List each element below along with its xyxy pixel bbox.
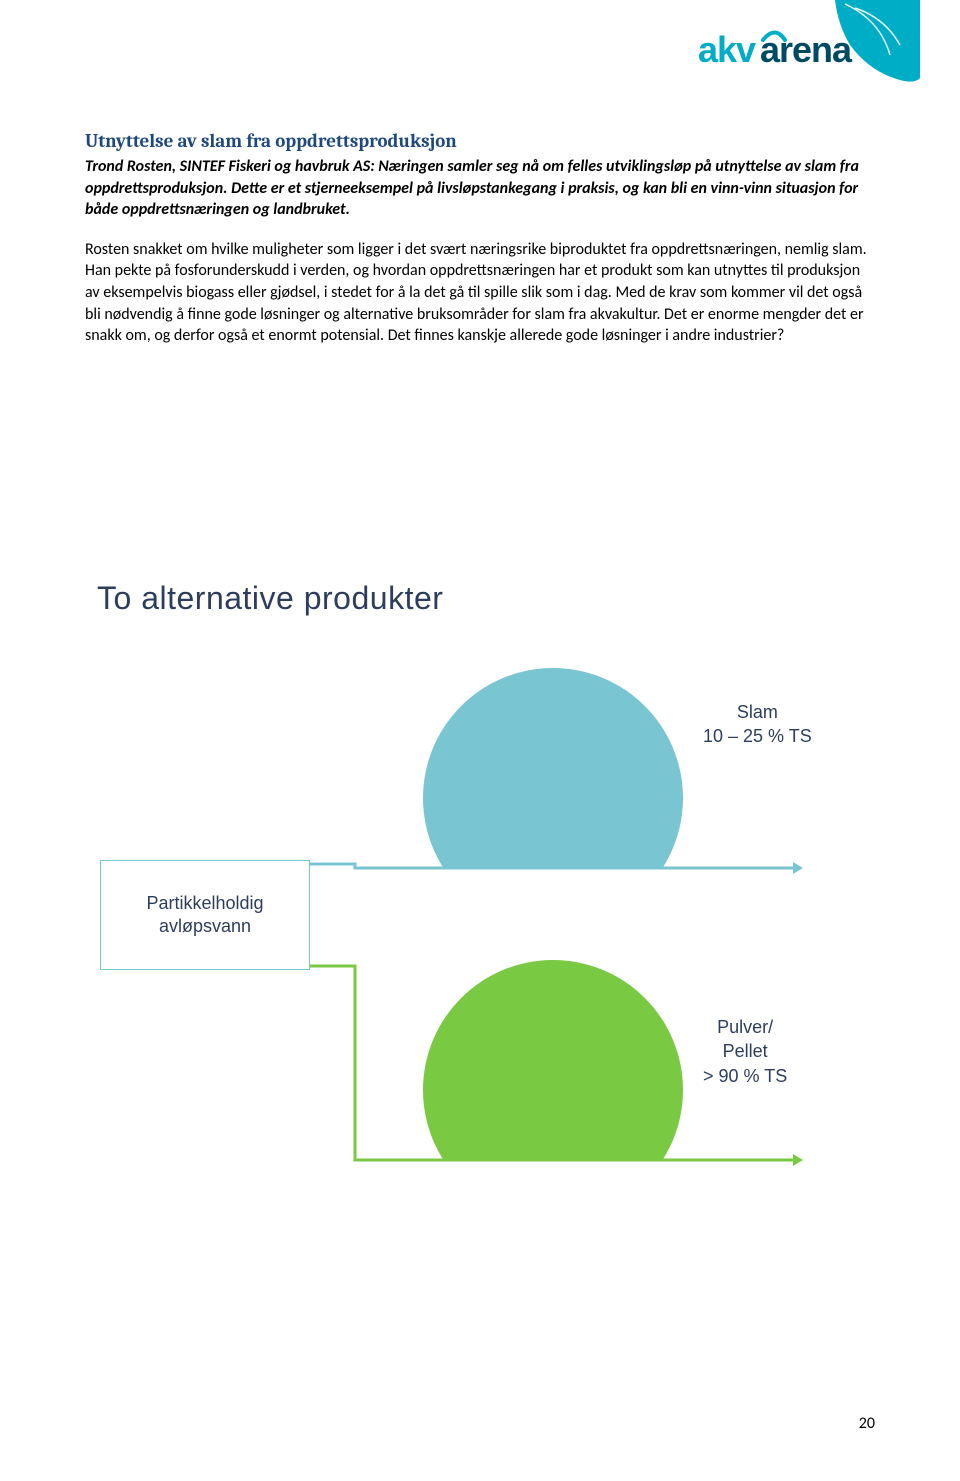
body-paragraph: Rosten snakket om hvilke muligheter som … xyxy=(85,239,875,347)
page-number: 20 xyxy=(859,1414,875,1433)
slam-half-circle xyxy=(423,668,683,868)
lead-paragraph: Trond Rosten, SINTEF Fiskeri og havbruk … xyxy=(85,156,875,221)
pellet-half-circle xyxy=(423,960,683,1160)
input-box-label: Partikkelholdig avløpsvann xyxy=(146,892,263,939)
input-box-avlopsvann: Partikkelholdig avløpsvann xyxy=(100,860,310,970)
akvarena-logo: akv arena xyxy=(690,0,920,90)
section-heading: Utnyttelse av slam fra oppdrettsproduksj… xyxy=(85,130,875,152)
diagram-title: To alternative produkter xyxy=(97,580,443,617)
alternative-products-diagram: To alternative produkter Partikkelholdig… xyxy=(85,580,875,1200)
page-content: Utnyttelse av slam fra oppdrettsproduksj… xyxy=(85,130,875,347)
slam-label: Slam 10 – 25 % TS xyxy=(703,700,812,749)
pellet-label: Pulver/ Pellet > 90 % TS xyxy=(703,1015,787,1088)
svg-text:akv: akv xyxy=(698,29,756,70)
svg-text:arena: arena xyxy=(760,29,853,70)
